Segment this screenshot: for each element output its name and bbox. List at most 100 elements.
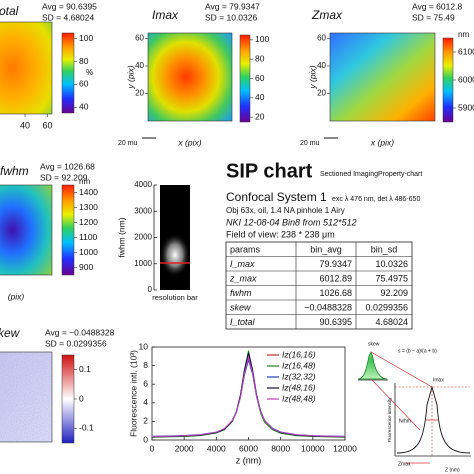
zmax-label: Zmax (398, 461, 411, 467)
table-cell: −0.0488328 (304, 303, 352, 313)
colorbar-tick-label: 40 (255, 92, 265, 102)
x-tick-label: 0 (150, 443, 155, 453)
colorbar-tick-label: 0 (79, 393, 84, 403)
fwhm-label: fwhm (399, 418, 411, 424)
y-tick-label: 20 (317, 89, 326, 98)
series-line (151, 358, 346, 437)
series-line (151, 354, 346, 438)
y-tick-label: 40 (317, 61, 326, 70)
table-cell: I_total (230, 317, 256, 327)
colorbar (239, 34, 251, 123)
sip-title: SIP chart (226, 160, 313, 182)
table-header: bin_avg (310, 245, 342, 255)
excitation: exc λ 476 nm, det λ 486-650 (332, 196, 420, 203)
colorbar-unit: % (86, 68, 93, 77)
colorbar-tick-label: 900 (79, 262, 93, 272)
x-tick-label: 12000 (333, 443, 357, 453)
table-cell: 1026.68 (319, 288, 352, 298)
colorbar (442, 37, 454, 123)
panel-title: kew (0, 326, 21, 340)
bar-caption: resolution bar (152, 293, 198, 302)
x-tick-label: 2000 (175, 443, 194, 453)
y-tick-label: 20 (135, 89, 144, 98)
panel-stat: SD = 92.209 (40, 172, 88, 182)
colorbar-tick-label: 0.1 (79, 364, 91, 374)
y-tick-label: 60 (317, 34, 326, 43)
x-tick-label: 40 (20, 120, 30, 130)
colorbar-tick-label: 5900 (458, 102, 474, 112)
panel-stat: Avg = 79.9347 (205, 1, 260, 11)
legend-label: Iz(48,48) (282, 393, 316, 403)
schematic: skew s = (b − a)/(a + b) Imax fwhm Zmax … (357, 341, 471, 473)
panel-stat: SD = 10.0326 (205, 12, 257, 22)
heatmap-frame (329, 32, 436, 122)
colorbar-tick-label: -0.1 (79, 423, 94, 433)
table-cell: 79.9347 (319, 259, 352, 269)
y-axis-label: Fluorescence intl. (10³) (128, 350, 138, 437)
colorbar-tick-label: 100 (79, 33, 93, 43)
table-cell: z_max (229, 274, 257, 284)
y-tick-label: 4000 (134, 180, 152, 189)
schematic-y-label: Fluorescence intensity (387, 397, 392, 443)
panel-stat: Avg = 1026.68 (40, 161, 95, 171)
panel-stat: Avg = 6012.8 (412, 1, 462, 11)
x-tick-label: 60 (42, 120, 52, 130)
colorbar-tick-label: 80 (255, 53, 265, 63)
field-of-view: Field of view: 238 * 238 μm (226, 229, 335, 239)
profile-peak (396, 385, 471, 454)
colorbar-tick-label: 1300 (79, 202, 98, 212)
sample: NKI 12-08-04 Bin8 from 512*512 (226, 217, 357, 227)
colorbar-tick-label: 1100 (79, 232, 98, 242)
legend-label: Iz(48,16) (282, 382, 316, 392)
heatmap-image (0, 22, 52, 114)
panel-title: Zmax (311, 8, 343, 22)
colorbar (61, 354, 75, 444)
panel-stat: SD = 4.68024 (42, 12, 94, 22)
x-tick-label: 4000 (207, 443, 226, 453)
system: Confocal System 1 (226, 190, 327, 204)
colorbar-unit: nm (79, 177, 90, 186)
x-tick-label: 8000 (271, 443, 290, 453)
colorbar-tick-label: 80 (79, 56, 89, 66)
heatmap-frame (0, 21, 53, 115)
colorbar-tick-label: 60 (79, 79, 89, 89)
y-tick-label: 2 (143, 416, 148, 426)
table-header: bin_sd (371, 245, 398, 255)
colorbar-tick-label: 1000 (79, 247, 98, 257)
heatmap-image (148, 33, 232, 121)
heatmap-frame (0, 184, 53, 276)
table-cell: 10.0326 (375, 259, 408, 269)
x-axis-label: x (pix) (177, 137, 201, 147)
heatmap-image (330, 33, 435, 121)
sip-subtitle: Sectioned ImagingProperty-chart (320, 171, 422, 178)
y-tick-label: 0 (148, 285, 153, 294)
x-axis-label: (pix) (8, 291, 25, 301)
skew-formula: s = (b − a)/(a + b) (398, 348, 437, 354)
panel-title: Imax (152, 8, 179, 22)
y-tick-label: 1000 (134, 259, 152, 268)
heatmap-image (0, 352, 52, 442)
connector (371, 379, 421, 431)
colorbar-unit: nm (458, 30, 469, 39)
legend-label: Iz(16,16) (282, 349, 316, 359)
y-tick-label: 8 (143, 360, 148, 370)
x-tick-label: 6000 (239, 443, 258, 453)
y-tick-label: 0 (143, 434, 148, 444)
colorbar (61, 184, 75, 276)
panel-title: fwhm (0, 164, 29, 178)
x-axis-label: x (pix) (370, 137, 394, 147)
scale-bar-label: 20 mu (300, 140, 320, 147)
heatmap-frame (147, 32, 233, 122)
imax-label: Imax (433, 377, 444, 383)
psf-glow (160, 233, 190, 278)
colorbar-tick-label: 100 (255, 34, 269, 44)
y-tick-label: 2000 (134, 233, 152, 242)
heatmap-frame (0, 351, 53, 443)
